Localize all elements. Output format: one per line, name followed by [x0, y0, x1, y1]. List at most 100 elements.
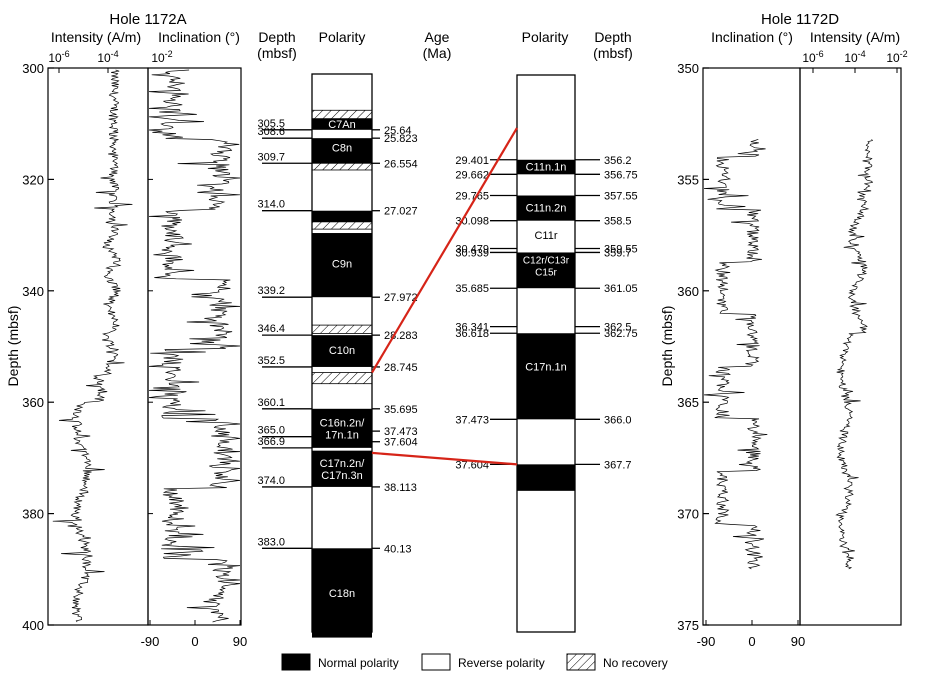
chron-label: C11r: [534, 230, 557, 242]
age-label: 30.479: [455, 243, 489, 255]
age-label: 27.027: [384, 206, 418, 218]
normal-polarity-interval: [312, 138, 372, 164]
inclination-curve-1172a: [148, 69, 241, 623]
depth-label: 361.05: [604, 283, 638, 295]
depth-label: 346.4: [257, 323, 285, 335]
depth-tick-label: 300: [22, 61, 44, 76]
depth-axis-label-right: Depth (mbsf): [659, 306, 675, 387]
normal-polarity-interval: [517, 252, 575, 289]
depth-label: 356.2: [604, 155, 632, 167]
depth-label: 357.55: [604, 191, 638, 203]
depth-tick-label: 320: [22, 172, 44, 187]
depth-label: 359.7: [604, 247, 632, 259]
age-label: 40.13: [384, 543, 412, 555]
age-label: 36.341: [455, 322, 489, 334]
normal-polarity-interval: [312, 233, 372, 298]
chron-label: C17n.2n/: [320, 458, 366, 470]
inclination-axis-label-right: Inclination (°): [711, 29, 793, 45]
hole-1172d-panel: Hole 1172D Inclination (°) Intensity (A/…: [659, 11, 908, 649]
depth-label: 352.5: [257, 355, 285, 367]
polarity2-header: Polarity: [522, 29, 569, 45]
depth-ticks-right: 350 355 360 365 370 375: [677, 61, 709, 633]
age-label: 37.473: [455, 414, 489, 426]
chron-label: C10n: [329, 345, 355, 357]
depth2-unit: (mbsf): [593, 45, 633, 61]
no-recovery-interval: [311, 372, 373, 385]
intensity-curve-1172a: [52, 69, 133, 623]
inclination-tick-label: 0: [191, 634, 198, 649]
normal-polarity-interval: [517, 464, 575, 491]
age-label: 25.64: [384, 125, 412, 137]
normal-polarity-interval: [312, 118, 372, 130]
age-label: 26.554: [384, 158, 418, 170]
chron-label: C16n.2n: [525, 294, 567, 306]
normal-polarity-interval: [312, 408, 372, 448]
depth-tick-label: 340: [22, 284, 44, 299]
hole-1172a-title: Hole 1172A: [109, 11, 186, 28]
no-recovery-interval: [311, 221, 373, 230]
age-label: 29.401: [455, 155, 489, 167]
depth-tick-label: 375: [677, 618, 699, 633]
normal-polarity-interval: [312, 450, 372, 487]
depth-label: 305.5: [257, 118, 285, 130]
age-label: 25.823: [384, 133, 418, 145]
depth-label: 339.2: [257, 285, 285, 297]
chron-label: C8n: [332, 143, 352, 155]
depth-ticks-left: 300 320 340 360 380 400: [22, 61, 153, 633]
depth-label: 362.5: [604, 322, 632, 334]
depth-tick-label: 360: [22, 395, 44, 410]
inclination-axis-label-left: Inclination (°): [158, 29, 240, 45]
polarity-column-1172a: 305.5 25.64 308.6 25.823 309.7 26.554 314.0 27.…: [257, 73, 418, 638]
depth-axis-label-left: Depth (mbsf): [5, 306, 21, 387]
age-label: 29.765: [455, 191, 489, 203]
age-label: 36.618: [455, 328, 489, 340]
polarity-column-frame: [516, 74, 576, 633]
age-label: 28.283: [384, 330, 418, 342]
inclination-tick-label: -90: [141, 634, 160, 649]
chron-label: C12r/C13r: [523, 256, 570, 267]
depth-label: 383.0: [257, 536, 285, 548]
intensity-axis-label-left: Intensity (A/m): [51, 29, 141, 45]
chron-label: C15r: [535, 268, 557, 279]
chron-label: C17n.3n: [525, 519, 567, 531]
intensity-tick-label: 10-6: [48, 49, 69, 65]
legend-reverse-swatch: [421, 653, 451, 671]
depth-tick-label: 380: [22, 507, 44, 522]
inclination-tick-label: -90: [697, 634, 716, 649]
inclination-tick-label: 90: [233, 634, 247, 649]
intensity-plot-frame-left: [47, 67, 149, 626]
chron-label: C9n: [332, 259, 352, 271]
legend-no-recovery-label: No recovery: [603, 656, 668, 670]
correlation-lines: [371, 127, 518, 466]
legend-no-recovery-swatch: [566, 653, 596, 671]
age-label: 27.972: [384, 292, 418, 304]
depth-tick-label: 355: [677, 172, 699, 187]
chron-label: C17n.1n: [525, 361, 567, 373]
normal-polarity-interval: [517, 333, 575, 420]
chron-label: C18n: [329, 588, 355, 600]
inclination-ticks-left: -90 0 90: [141, 620, 247, 649]
depth-label: 362.75: [604, 328, 638, 340]
inclination-plot-frame-left: [147, 67, 242, 626]
depth-label: 358.5: [604, 216, 632, 228]
normal-polarity-interval: [312, 335, 372, 367]
hole-1172a-panel: Hole 1172A Intensity (A/m) Inclination (…: [5, 11, 247, 649]
intensity-tick-label: 10-2: [886, 49, 907, 65]
inclination-ticks-right: -90 0 90: [697, 620, 805, 649]
polarity-column-frame: [311, 73, 373, 633]
intensity-axis-label-right: Intensity (A/m): [810, 29, 900, 45]
age-label: 30.939: [455, 247, 489, 259]
depth-tick-label: 400: [22, 618, 44, 633]
depth-label: 367.7: [604, 459, 632, 471]
depth-label: 309.7: [257, 151, 285, 163]
intensity-ticks-left: 10-6 10-4 10-2: [48, 49, 173, 73]
depth1-unit: (mbsf): [257, 45, 297, 61]
normal-polarity-interval: [312, 210, 372, 222]
chron-label: C17n.2n/: [524, 506, 570, 518]
legend: Normal polarity Reverse polarity No reco…: [281, 653, 668, 671]
intensity-tick-label: 10-6: [802, 49, 823, 65]
age-label: 29.662: [455, 169, 489, 181]
age-label: 35.685: [455, 283, 489, 295]
depth-label: 366.0: [604, 414, 632, 426]
